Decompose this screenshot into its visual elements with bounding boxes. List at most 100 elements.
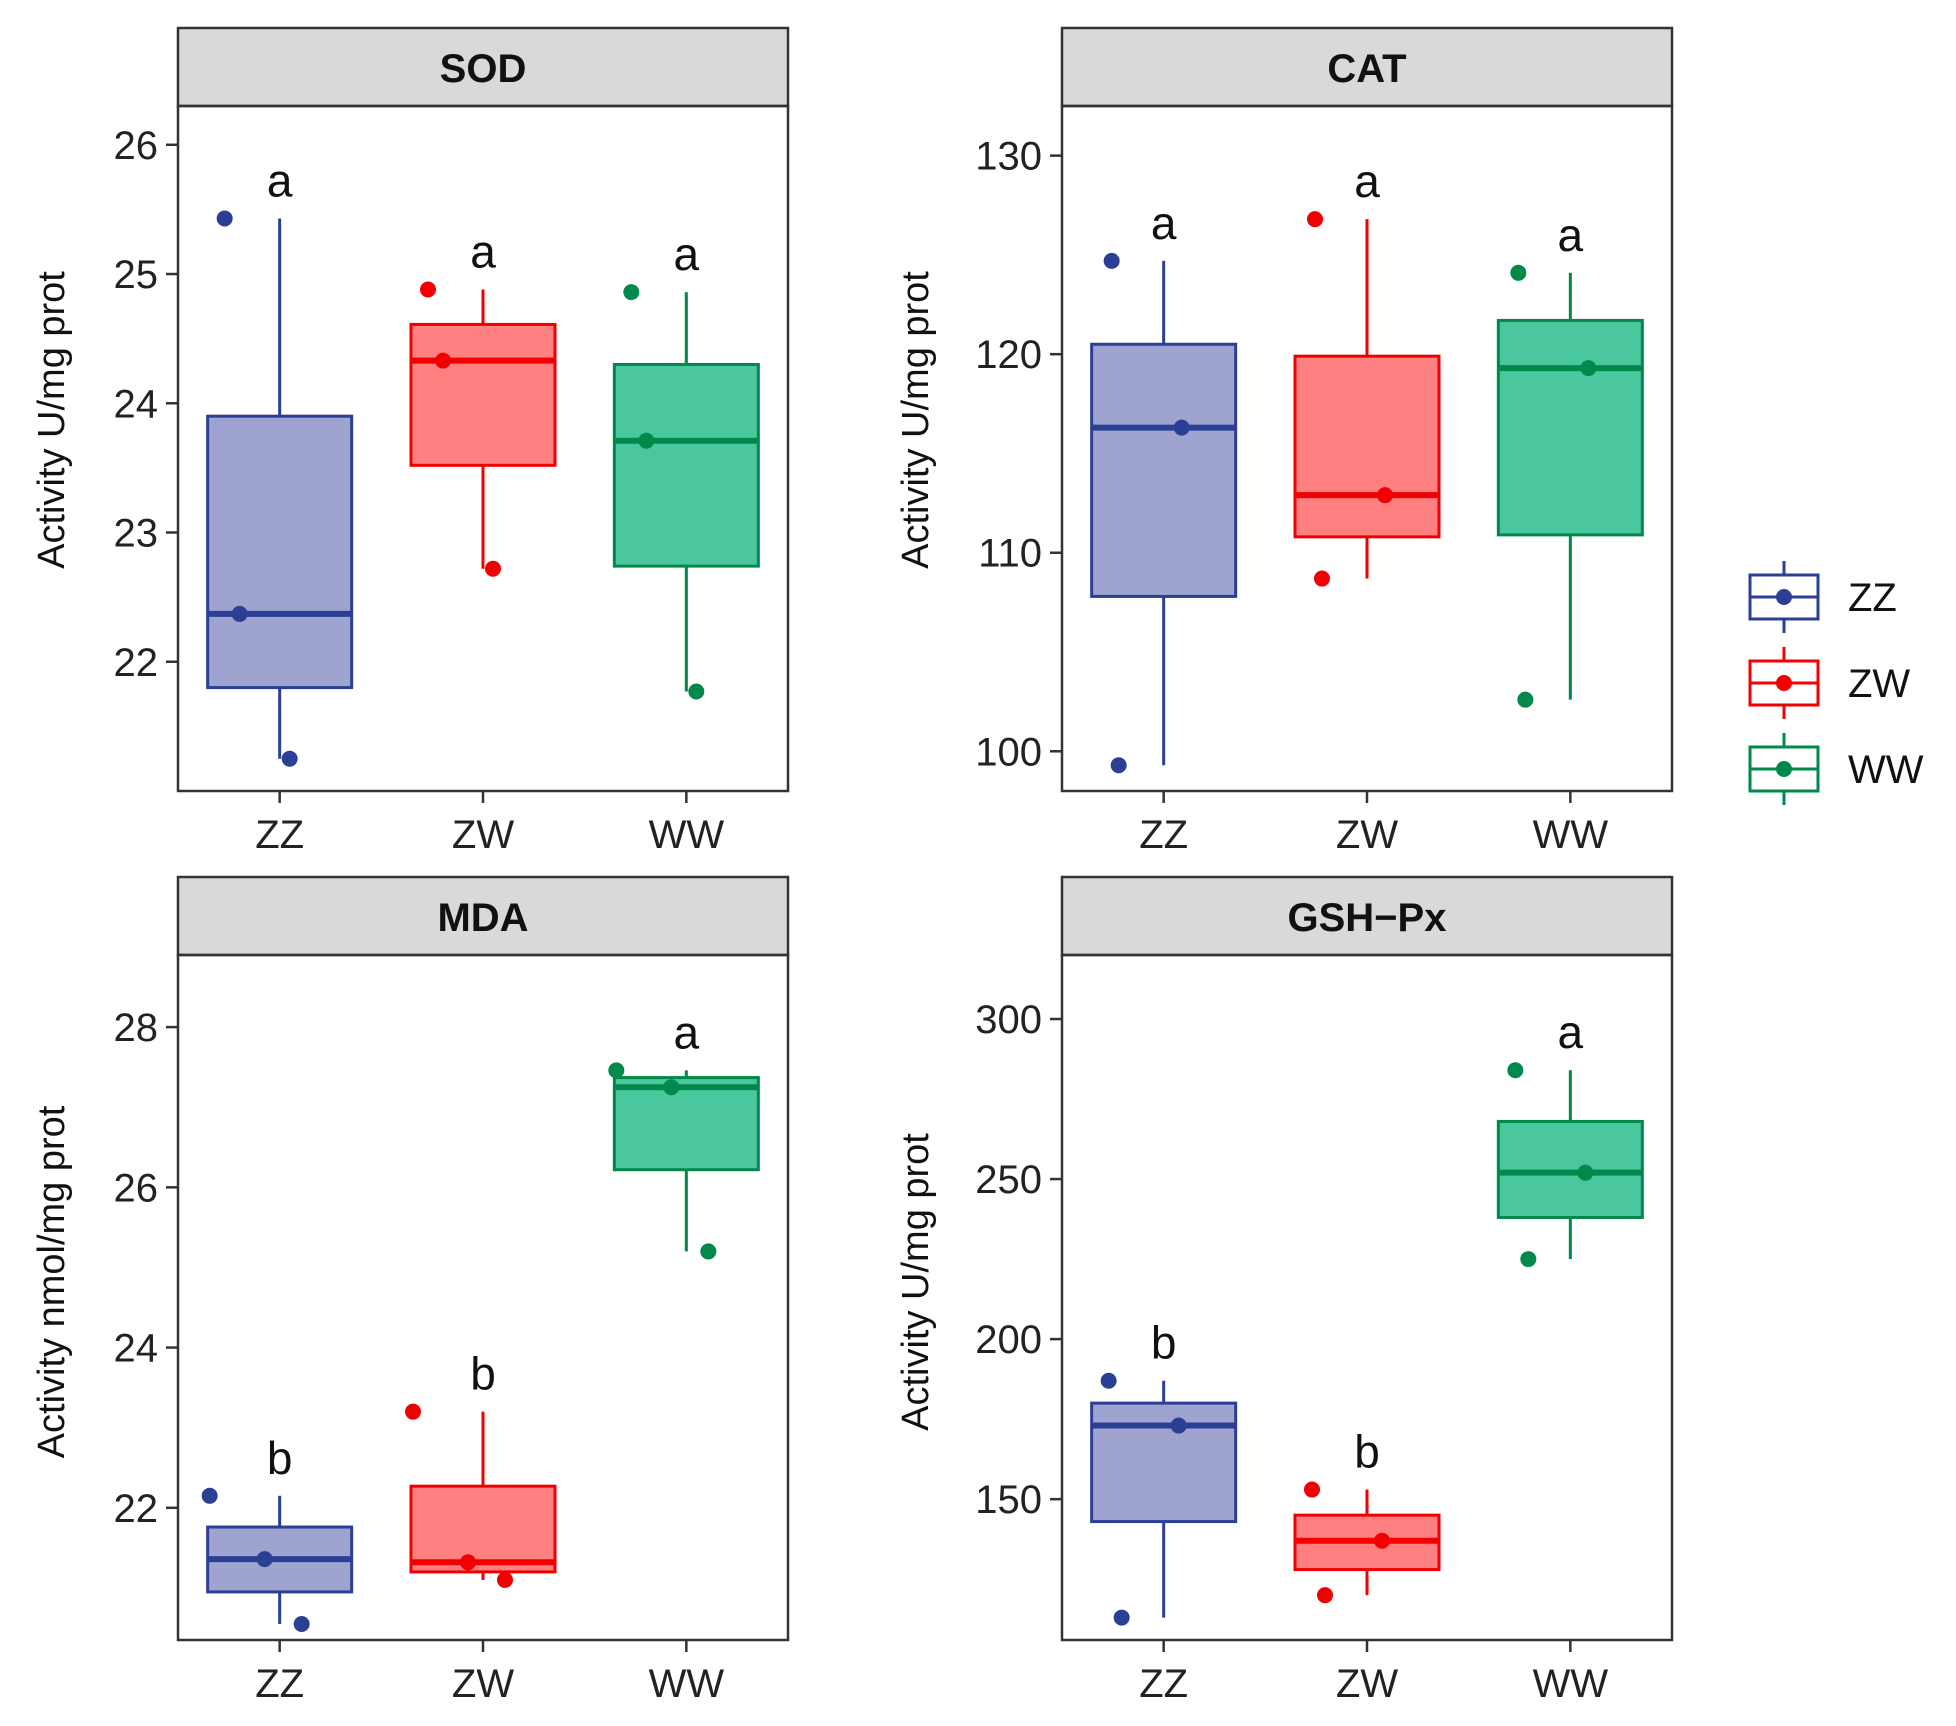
significance-letters: b b a <box>267 1006 700 1483</box>
data-point <box>201 1487 218 1504</box>
data-point <box>1377 487 1393 504</box>
strip-background <box>1060 875 1674 957</box>
legend: ZZ ZW WW <box>1748 561 1924 805</box>
panel-gsh-px: GSH−Px Activity U/mg prot 150 200 250 300 Z… <box>895 875 1674 1706</box>
panel-title: MDA <box>437 896 528 940</box>
significance-letter-zw: a <box>1354 155 1380 207</box>
strip-background <box>176 875 790 957</box>
data-point <box>1100 1372 1117 1389</box>
data-point <box>1314 570 1330 587</box>
legend-key-ww <box>1748 733 1820 805</box>
significance-letters: a a a <box>267 154 700 280</box>
data-point <box>1580 360 1597 377</box>
y-axis-label: Activity U/mg prot <box>895 271 937 569</box>
data-point <box>485 560 501 577</box>
y-tick-label: 150 <box>975 1478 1042 1522</box>
significance-letter-zz: a <box>1151 197 1177 249</box>
box-ww <box>1496 1062 1644 1268</box>
y-tick-label: 22 <box>114 641 159 685</box>
data-point <box>1507 1062 1524 1079</box>
legend-point <box>1776 589 1792 605</box>
box-body <box>612 1076 760 1172</box>
significance-letter-zw: b <box>1354 1426 1380 1478</box>
box-body <box>206 414 354 690</box>
y-tick-label: 25 <box>114 253 159 297</box>
box-body <box>612 362 760 568</box>
panel-border <box>1060 953 1674 1642</box>
legend-label-ww: WW <box>1848 748 1924 792</box>
box-group <box>1090 1062 1644 1626</box>
data-point <box>688 683 705 700</box>
panel-title: GSH−Px <box>1288 896 1447 940</box>
data-point <box>1307 211 1323 228</box>
x-tick-label-zw: ZW <box>1336 1662 1398 1706</box>
legend-label-zw: ZW <box>1848 662 1910 706</box>
data-point <box>281 750 298 767</box>
y-ticks: 22 24 26 28 <box>114 1006 178 1531</box>
y-axis-label: Activity U/mg prot <box>895 1133 937 1431</box>
box-group <box>201 1062 760 1632</box>
x-ticks: ZZ ZW WW <box>255 1640 724 1706</box>
y-tick-label: 23 <box>114 512 159 556</box>
x-tick-label-ww: WW <box>1533 1662 1609 1706</box>
panel-title: SOD <box>440 47 527 91</box>
significance-letter-ww: a <box>1558 209 1584 261</box>
data-point <box>1317 1587 1333 1604</box>
significance-letter-ww: a <box>674 228 700 280</box>
data-point <box>623 284 640 301</box>
y-tick-label: 130 <box>975 135 1042 179</box>
significance-letter-zz: a <box>267 154 293 206</box>
y-ticks: 150 200 250 300 <box>975 998 1062 1522</box>
y-tick-label: 24 <box>114 1327 159 1371</box>
box-zw <box>409 281 557 577</box>
data-point <box>1170 1417 1187 1434</box>
significance-letter-zw: a <box>470 226 496 278</box>
data-point <box>1517 691 1534 708</box>
legend-entry-zw: ZW <box>1748 647 1910 719</box>
data-point <box>663 1079 680 1096</box>
panel-sod: SOD Activity U/mg prot 22 23 24 25 26 ZZ ZW … <box>31 26 790 857</box>
data-point <box>460 1554 476 1571</box>
box-body <box>409 322 557 467</box>
significance-letter-zz: b <box>1151 1317 1177 1369</box>
box-body <box>1496 318 1644 537</box>
legend-entry-ww: WW <box>1748 733 1924 805</box>
significance-letter-zw: b <box>470 1348 496 1400</box>
box-zz <box>1090 1372 1238 1626</box>
y-tick-label: 120 <box>975 333 1042 377</box>
panel-title: CAT <box>1327 47 1406 91</box>
data-point <box>420 281 436 298</box>
y-tick-label: 200 <box>975 1318 1042 1362</box>
box-body <box>1090 1401 1238 1524</box>
x-ticks: ZZ ZW WW <box>255 791 724 857</box>
box-ww <box>608 1062 760 1260</box>
y-tick-label: 22 <box>114 1487 159 1531</box>
strip-background <box>176 26 790 108</box>
data-point <box>1520 1251 1537 1268</box>
data-point <box>608 1062 625 1079</box>
data-point <box>293 1615 310 1632</box>
data-point <box>1510 264 1527 281</box>
y-tick-label: 26 <box>114 124 159 168</box>
data-point <box>1173 419 1190 436</box>
data-point <box>435 352 451 369</box>
panel-mda: MDA Activity nmol/mg prot 22 24 26 28 ZZ ZW… <box>31 875 790 1706</box>
box-body <box>1293 354 1441 539</box>
data-point <box>216 210 233 227</box>
box-zz <box>201 1487 354 1632</box>
legend-key-zw <box>1748 647 1820 719</box>
y-axis-label: Activity nmol/mg prot <box>31 1105 73 1458</box>
panel-border <box>1060 104 1674 793</box>
data-point <box>1577 1164 1594 1181</box>
significance-letters: b b a <box>1151 1006 1584 1477</box>
box-zz <box>206 210 354 767</box>
legend-key-zz <box>1748 561 1820 633</box>
significance-letters: a a a <box>1151 155 1584 261</box>
x-tick-label-zz: ZZ <box>1139 813 1188 857</box>
panel-border <box>176 104 790 793</box>
significance-letter-zz: b <box>267 1432 293 1484</box>
legend-label-zz: ZZ <box>1848 576 1897 620</box>
x-tick-label-ww: WW <box>649 813 725 857</box>
box-zz <box>1090 252 1238 774</box>
data-point <box>256 1551 273 1568</box>
